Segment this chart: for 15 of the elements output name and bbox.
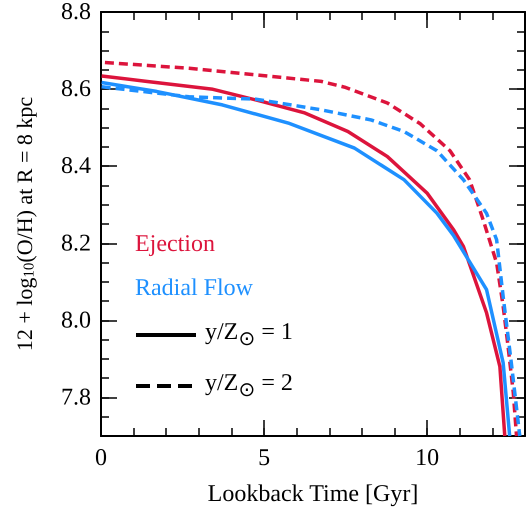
y-tick-label: 8.4 <box>61 153 91 180</box>
annotation: y/Z$_{⊙}$ = 2 <box>205 368 293 403</box>
annotation: Ejection <box>135 230 215 259</box>
x-tick-label: 10 <box>415 445 440 471</box>
x-tick-label: 0 <box>95 445 107 471</box>
y-axis-title: 12 + log10(O/H) at R = 8 kpc <box>12 96 38 352</box>
x-axis-title: Lookback Time [Gyr] <box>208 481 418 507</box>
y-tick-label: 8.0 <box>61 307 91 334</box>
y-tick-label: 7.8 <box>61 384 91 410</box>
y-tick-label: 8.8 <box>61 0 91 25</box>
annotation: Radial Flow <box>135 274 253 303</box>
y-tick-label: 8.2 <box>61 230 91 256</box>
annotation: y/Z$_{⊙}$ = 1 <box>205 318 293 352</box>
y-tick-label: 8.6 <box>61 76 91 102</box>
x-tick-label: 5 <box>258 445 270 471</box>
